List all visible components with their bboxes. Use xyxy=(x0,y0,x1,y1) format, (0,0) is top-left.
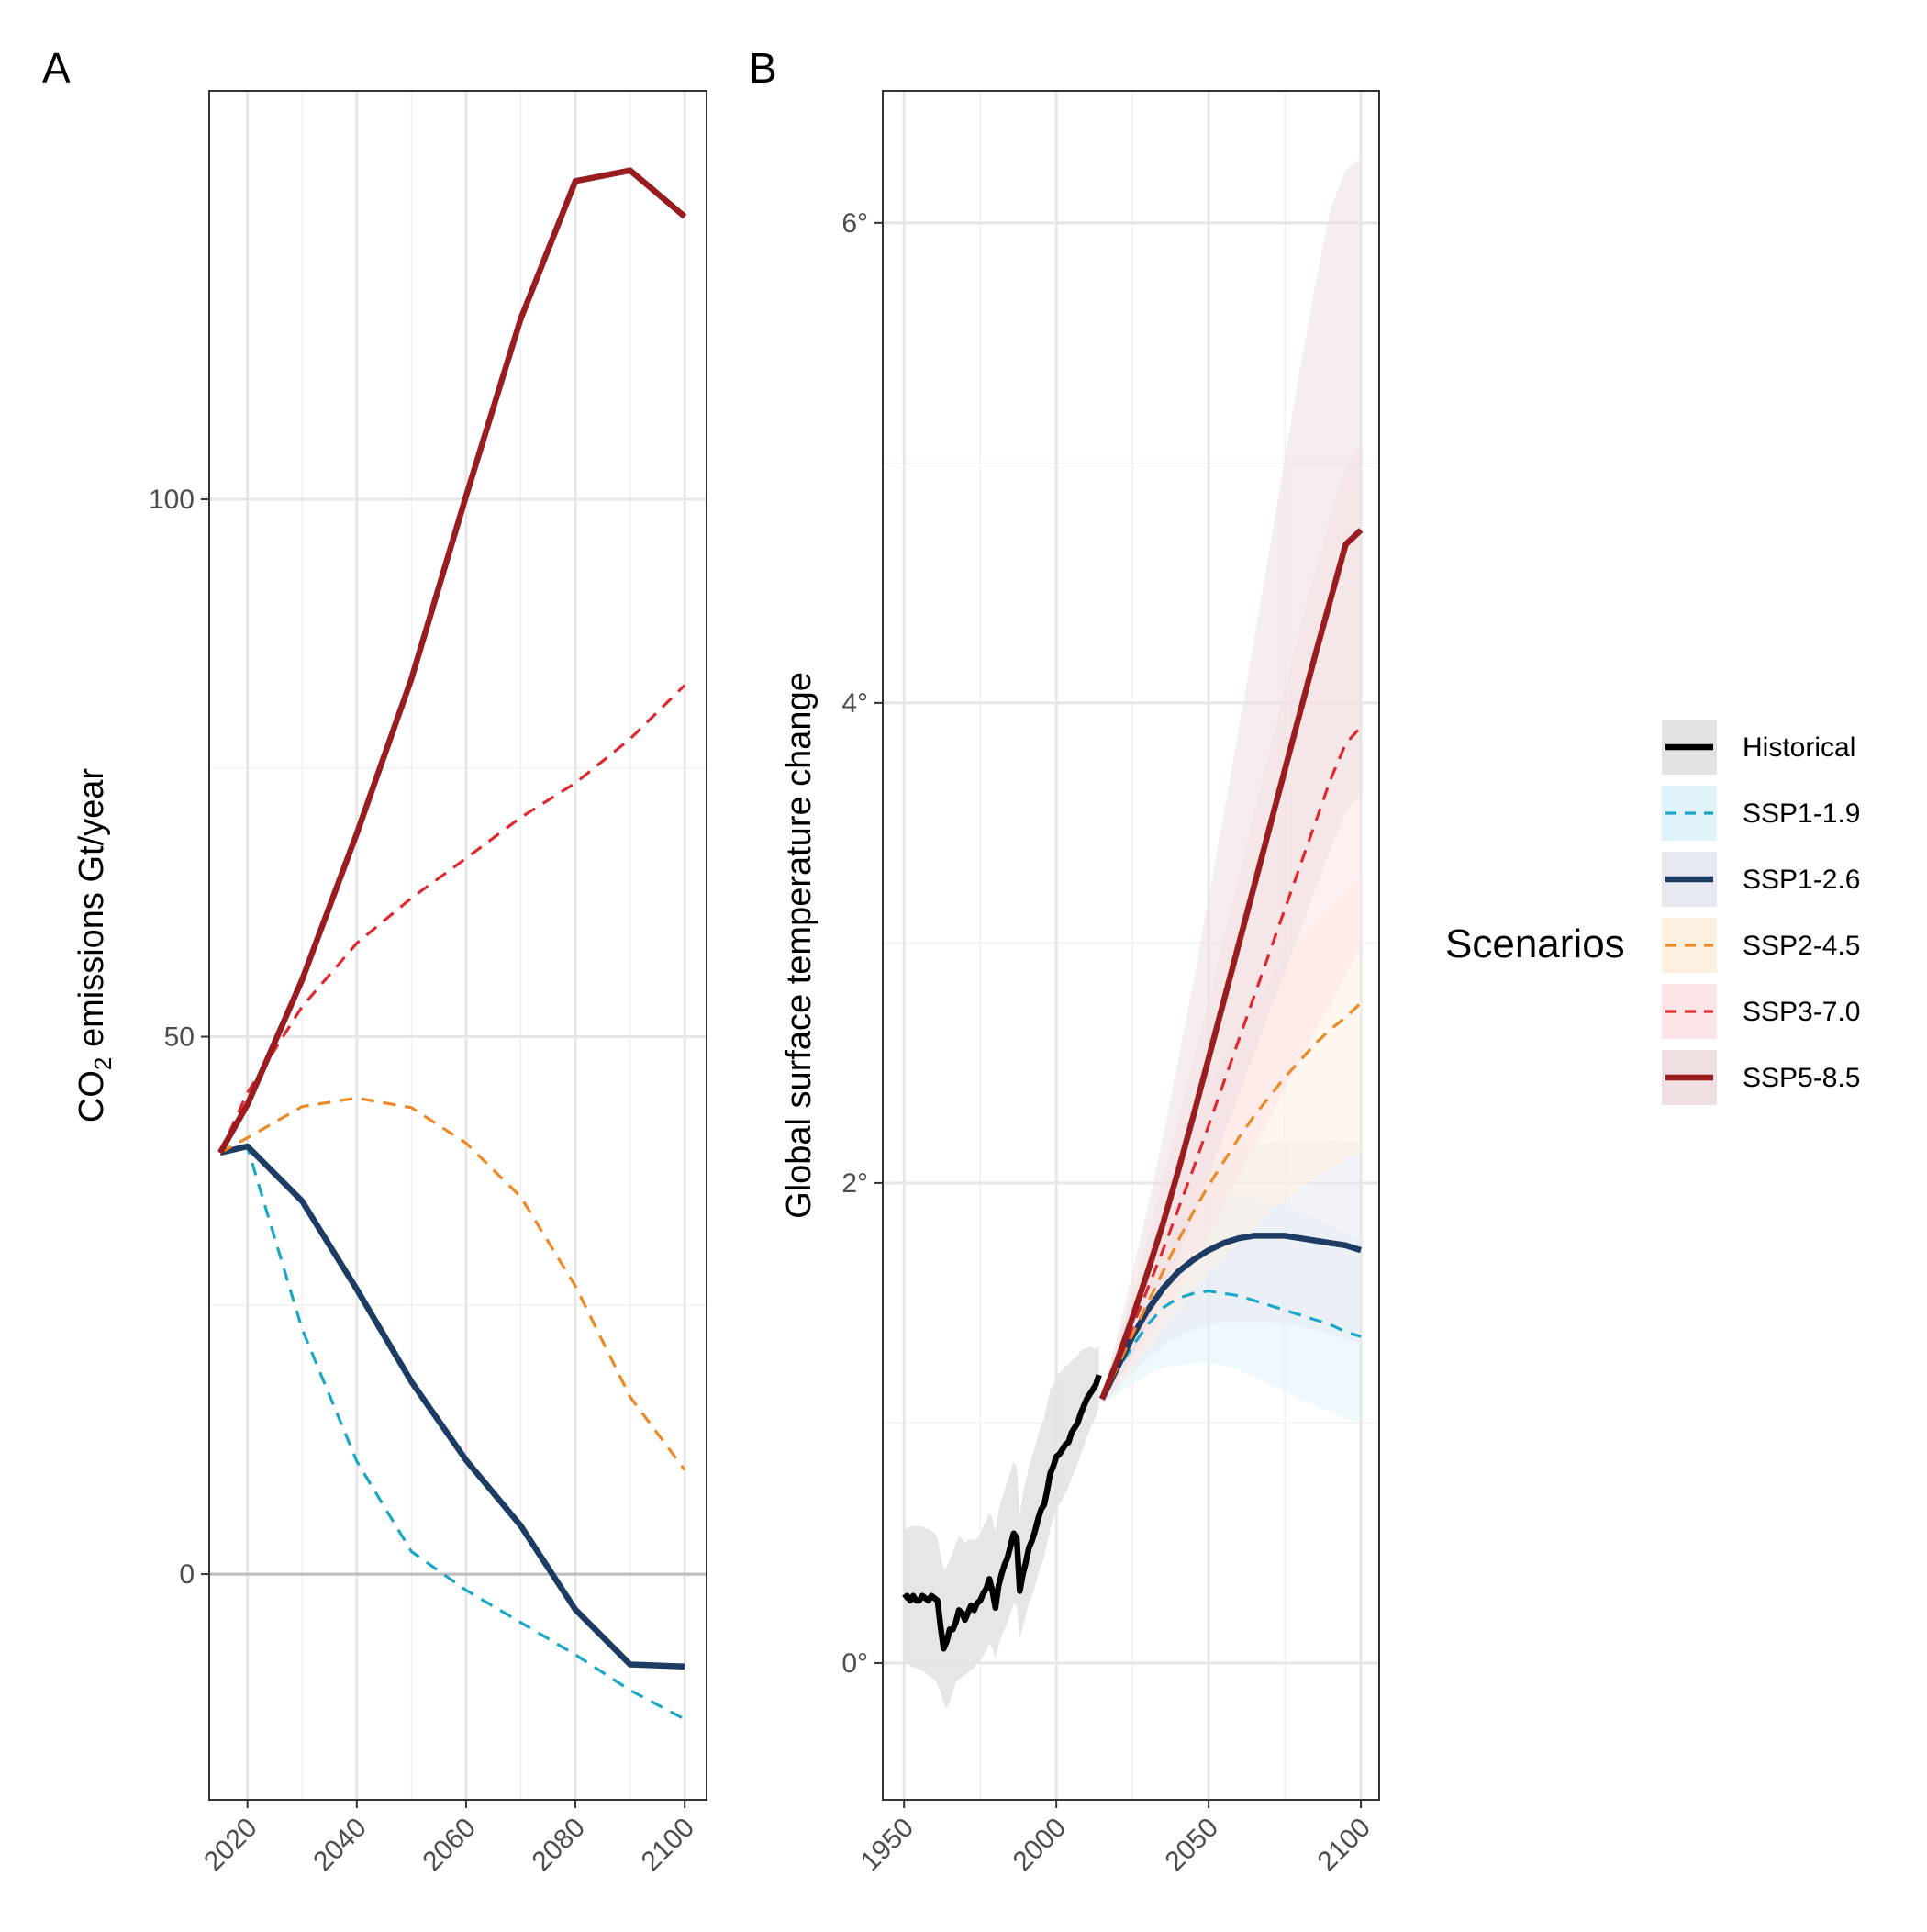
series-line-ssp2-4-5 xyxy=(219,1096,686,1471)
panel-b-ribbons xyxy=(904,158,1362,1709)
x-tick-label: 2100 xyxy=(1312,1813,1377,1878)
series-line-ssp1-2-6 xyxy=(219,1143,685,1670)
ribbon-ssp1-2-6 xyxy=(1101,1139,1362,1404)
panel-a-frame xyxy=(208,90,707,1801)
x-tick-label: 2020 xyxy=(198,1813,263,1878)
panel-a-x-ticks: 2020 2040 2060 2080 2100 xyxy=(198,1800,700,1877)
panel-a: A 0 50 100 2020 2040 2060 2080 2100 CO2 emissi… xyxy=(42,44,707,1877)
panel-a-y-axis-title: CO2 emissions Gt/year xyxy=(72,768,117,1122)
legend-title: Scenarios xyxy=(1445,921,1625,966)
y-tick-label: 50 xyxy=(164,1022,195,1053)
series-line-ssp1-2-6 xyxy=(1099,1233,1363,1401)
panel-b-series xyxy=(902,528,1364,1652)
legend-keys: Historical SSP1-1.9 SSP1-2.6 SSP2-4.5 SSP3-7… xyxy=(1662,720,1860,1105)
legend-item-ssp3-7-0: SSP3-7.0 xyxy=(1662,984,1860,1039)
ribbon-historical xyxy=(904,1346,1099,1709)
legend-item-ssp1-2-6: SSP1-2.6 xyxy=(1662,852,1860,907)
legend-label: SSP3-7.0 xyxy=(1743,997,1860,1027)
series-line-ssp5-8-5 xyxy=(217,167,687,1155)
legend-label: SSP1-1.9 xyxy=(1743,798,1860,829)
panel-a-y-axis-title-subscript: 2 xyxy=(89,1057,117,1070)
series-line-ssp2-4-5 xyxy=(1100,1001,1363,1400)
y-tick-label: 2° xyxy=(841,1168,868,1199)
x-tick-label: 2100 xyxy=(636,1813,701,1878)
series-line-ssp3-7-0 xyxy=(1100,725,1363,1400)
panel-b: B 0° 2° 4° 6° 1950 2000 2050 2100 Global surfa… xyxy=(749,44,1380,1877)
panel-b-y-ticks: 0° 2° 4° 6° xyxy=(841,208,883,1679)
x-tick-label: 1950 xyxy=(855,1813,920,1878)
y-tick-label: 6° xyxy=(841,208,868,239)
panel-a-y-axis-title-rest: emissions Gt/year xyxy=(72,768,111,1057)
series-line-ssp1-1-9 xyxy=(1100,1289,1362,1401)
legend-item-ssp5-8-5: SSP5-8.5 xyxy=(1662,1050,1860,1105)
x-tick-label: 2040 xyxy=(307,1813,373,1878)
panel-b-letter: B xyxy=(749,44,777,92)
panel-a-y-ticks: 0 50 100 xyxy=(149,485,209,1590)
ribbon-ssp5-8-5 xyxy=(1101,158,1362,1404)
legend-item-historical: Historical xyxy=(1662,720,1855,775)
x-tick-label: 2080 xyxy=(526,1813,591,1878)
legend: Scenarios Historical SSP1-1.9 SSP1-2.6 SSP2… xyxy=(1445,720,1860,1105)
series-line-ssp5-8-5 xyxy=(1098,528,1364,1401)
legend-label: Historical xyxy=(1743,732,1855,763)
series-line-ssp1-1-9 xyxy=(219,1145,685,1721)
panel-a-letter: A xyxy=(42,44,71,92)
panel-b-y-axis-title: Global surface temperature change xyxy=(780,672,819,1219)
panel-b-x-ticks: 1950 2000 2050 2100 xyxy=(855,1800,1376,1877)
y-tick-label: 4° xyxy=(841,688,868,719)
y-tick-label: 0 xyxy=(179,1559,195,1590)
legend-item-ssp1-1-9: SSP1-1.9 xyxy=(1662,786,1860,841)
legend-label: SSP1-2.6 xyxy=(1743,865,1860,895)
series-line-historical xyxy=(902,1374,1102,1652)
x-tick-label: 2060 xyxy=(417,1813,482,1878)
y-tick-label: 0° xyxy=(841,1648,868,1679)
panel-a-series xyxy=(217,167,687,1721)
legend-label: SSP5-8.5 xyxy=(1743,1063,1860,1093)
y-tick-label: 100 xyxy=(149,485,195,515)
legend-label: SSP2-4.5 xyxy=(1743,931,1860,961)
panel-a-y-axis-title-co: CO xyxy=(72,1070,111,1122)
x-tick-label: 2000 xyxy=(1008,1813,1073,1878)
legend-item-ssp2-4-5: SSP2-4.5 xyxy=(1662,918,1860,973)
panel-a-grid xyxy=(209,91,707,1800)
panel-b-frame xyxy=(882,90,1380,1801)
x-tick-label: 2050 xyxy=(1160,1813,1225,1878)
series-line-ssp3-7-0 xyxy=(218,684,686,1154)
